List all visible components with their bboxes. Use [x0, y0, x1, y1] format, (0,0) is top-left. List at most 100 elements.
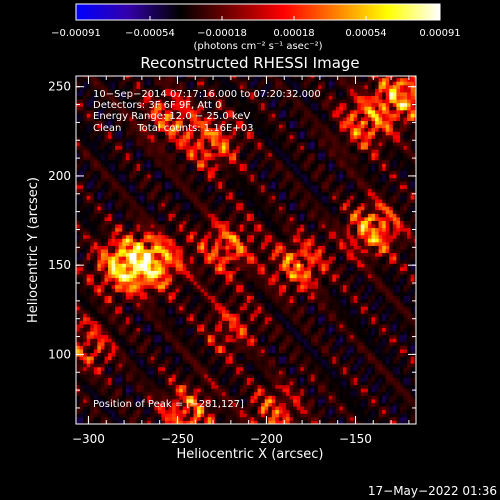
heatmap-cell	[243, 138, 248, 143]
heatmap-cell	[129, 76, 134, 79]
heatmap-cell	[111, 302, 116, 307]
heatmap-cell	[79, 327, 84, 332]
heatmap-cell	[108, 334, 113, 339]
heatmap-cell	[161, 241, 166, 246]
heatmap-cell	[211, 206, 216, 211]
heatmap-cell	[108, 313, 113, 318]
heatmap-cell	[232, 370, 237, 375]
heatmap-cell	[218, 334, 223, 339]
heatmap-cell	[186, 277, 191, 282]
heatmap-cell	[197, 184, 202, 189]
heatmap-cell	[154, 238, 159, 243]
heatmap-cell	[207, 402, 212, 407]
heatmap-cell	[140, 274, 145, 279]
heatmap-cell	[140, 306, 145, 311]
heatmap-cell	[129, 416, 134, 421]
heatmap-cell	[154, 299, 159, 304]
heatmap-cell	[218, 156, 223, 161]
heatmap-cell	[168, 127, 173, 132]
heatmap-cell	[182, 316, 187, 321]
heatmap-cell	[197, 117, 202, 122]
heatmap-cell	[165, 156, 169, 161]
heatmap-cell	[125, 359, 130, 364]
heatmap-cell	[132, 331, 137, 336]
heatmap-cell	[93, 156, 98, 161]
heatmap-cell	[83, 167, 88, 171]
heatmap-cell	[211, 281, 216, 286]
heatmap-cell	[193, 291, 198, 296]
heatmap-cell	[172, 124, 177, 129]
heatmap-cell	[225, 120, 230, 125]
heatmap-cell	[172, 224, 177, 229]
heatmap-cell	[108, 188, 113, 193]
heatmap-cell	[93, 409, 98, 414]
heatmap-cell	[197, 395, 202, 400]
heatmap-cell	[100, 88, 105, 93]
heatmap-cell	[204, 92, 209, 97]
heatmap-cell	[250, 341, 255, 346]
heatmap-cell	[125, 95, 130, 100]
heatmap-cell	[239, 309, 244, 314]
heatmap-cell	[236, 127, 241, 132]
heatmap-cell	[143, 377, 148, 382]
heatmap-cell	[79, 202, 84, 207]
heatmap-cell	[221, 391, 226, 396]
heatmap-cell	[136, 338, 141, 343]
heatmap-cell	[115, 124, 120, 129]
heatmap-cell	[104, 306, 109, 311]
heatmap-cell	[189, 341, 194, 346]
heatmap-cell	[179, 209, 184, 214]
heatmap-cell	[132, 363, 137, 368]
heatmap-cell	[214, 245, 219, 250]
heatmap-cell	[111, 199, 116, 204]
heatmap-cell	[150, 120, 155, 125]
heatmap-cell	[150, 231, 155, 236]
heatmap-cell	[115, 213, 120, 218]
heatmap-cell	[218, 284, 223, 289]
heatmap-cell	[232, 81, 237, 86]
heatmap-cell	[200, 145, 205, 150]
heatmap-cell	[193, 177, 198, 182]
heatmap-cell	[186, 327, 191, 332]
heatmap-cell	[239, 409, 244, 414]
heatmap-cell	[157, 395, 162, 400]
heatmap-cell	[108, 384, 113, 389]
heatmap-cell	[186, 152, 191, 157]
heatmap-cell	[125, 202, 130, 207]
heatmap-cell	[125, 245, 130, 250]
heatmap-cell	[90, 374, 95, 378]
heatmap-cell	[236, 99, 241, 104]
heatmap-cell	[204, 77, 209, 82]
heatmap-cell	[136, 167, 141, 171]
heatmap-cell	[122, 395, 127, 400]
heatmap-cell	[100, 109, 105, 114]
heatmap-cell	[204, 384, 209, 389]
heatmap-cell	[207, 127, 212, 132]
heatmap-cell	[143, 102, 148, 107]
heatmap-cell	[147, 102, 152, 107]
heatmap-cell	[250, 252, 255, 257]
heatmap-cell	[93, 377, 98, 382]
heatmap-cell	[239, 374, 244, 378]
heatmap-cell	[90, 395, 95, 400]
heatmap-cell	[83, 313, 88, 318]
heatmap-cell	[175, 288, 180, 293]
heatmap-cell	[86, 206, 91, 211]
heatmap-cell	[182, 274, 187, 279]
heatmap-cell	[111, 163, 116, 168]
heatmap-cell	[179, 77, 184, 82]
heatmap-cell	[86, 259, 91, 264]
heatmap-cell	[214, 120, 219, 125]
heatmap-cell	[125, 331, 130, 336]
heatmap-cell	[254, 320, 258, 325]
heatmap-cell	[172, 274, 177, 279]
heatmap-cell	[90, 259, 95, 264]
heatmap-cell	[165, 163, 169, 168]
heatmap-cell	[147, 309, 152, 314]
heatmap-cell	[182, 352, 187, 357]
heatmap-cell	[165, 259, 169, 264]
heatmap-cell	[90, 381, 95, 386]
heatmap-cell	[200, 95, 205, 100]
heatmap-cell	[125, 413, 130, 418]
heatmap-cell	[79, 163, 84, 168]
